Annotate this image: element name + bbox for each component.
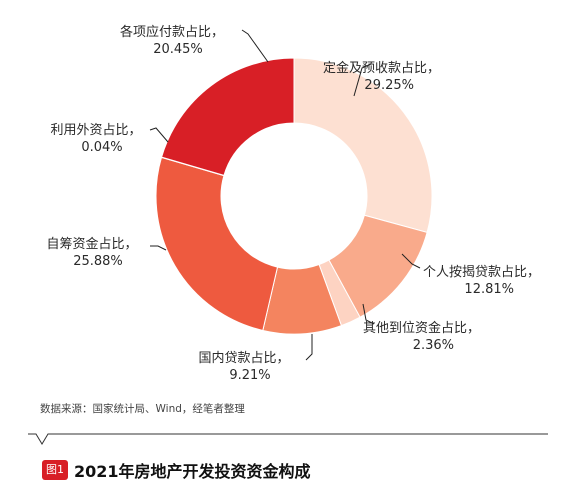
slice-label-6: 各项应付款占比，	[120, 24, 224, 40]
slice-label-1: 个人按揭贷款占比，	[423, 265, 540, 280]
leader-line-1	[401, 253, 421, 269]
divider-line	[28, 433, 548, 445]
slice-value-6: 20.45%	[153, 42, 203, 57]
slice-label-4: 自筹资金占比，	[46, 236, 137, 252]
slice-label-2: 其他到位资金占比，	[363, 320, 480, 336]
leader-line-0	[353, 63, 372, 97]
labels-group: 定金及预收款占比， 29.25% 个人按揭贷款占比， 12.81% 其他到位资金占比， 2…	[46, 24, 540, 383]
leader-line-3	[305, 334, 313, 361]
slice-value-3: 9.21%	[229, 368, 270, 383]
slice-value-4: 25.88%	[73, 254, 123, 269]
slice-label-0: 定金及预收款占比，	[323, 60, 440, 76]
slices-group	[155, 57, 433, 335]
slice-0	[293, 57, 433, 234]
figure-title-bar: 图1 2021年房地产开发投资资金构成	[42, 458, 311, 482]
slice-value-1: 12.81%	[464, 282, 514, 297]
figure-tag: 图1	[42, 460, 68, 480]
leader-line-6	[241, 29, 269, 63]
slice-value-5: 0.04%	[81, 140, 122, 155]
leader-line-4	[150, 245, 167, 251]
slice-label-3: 国内贷款占比，	[198, 350, 289, 366]
leaders-group	[149, 29, 421, 361]
slice-value-0: 29.25%	[364, 78, 414, 93]
chart-title: 2021年房地产开发投资资金构成	[74, 462, 311, 481]
slice-4	[155, 156, 279, 332]
source-note: 数据来源：国家统计局、Wind，经笔者整理	[40, 403, 245, 415]
leader-line-2	[362, 303, 375, 325]
slice-6	[160, 57, 295, 177]
slice-label-5: 利用外资占比，	[50, 123, 141, 138]
slice-value-2: 2.36%	[413, 338, 454, 353]
leader-line-5	[149, 127, 169, 143]
